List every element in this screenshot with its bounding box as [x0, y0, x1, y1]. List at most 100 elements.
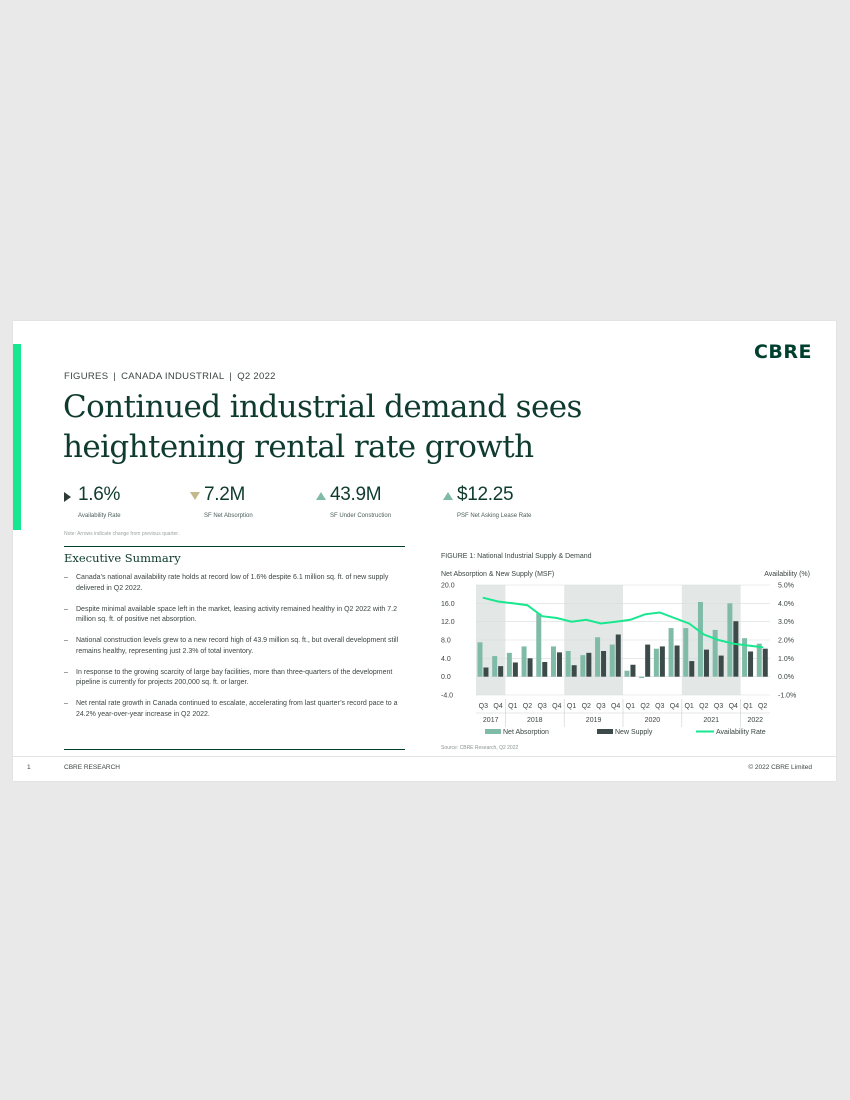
- right-tick-label: 3.0%: [778, 619, 794, 626]
- bar-new-supply: [689, 661, 695, 677]
- point-availability-rate: [717, 639, 720, 641]
- legend-label: Net Absorption: [503, 729, 549, 736]
- point-availability-rate: [526, 604, 529, 606]
- point-availability-rate: [482, 597, 485, 599]
- x-tick-label: Q1: [684, 703, 693, 710]
- x-tick-label: Q4: [493, 703, 502, 710]
- bar-net-absorption: [683, 628, 689, 677]
- divider: [64, 749, 405, 750]
- x-tick-label: Q2: [582, 703, 591, 710]
- bar-net-absorption: [506, 652, 512, 677]
- legend-swatch-new-supply: [597, 729, 613, 734]
- year-label: 2018: [527, 717, 543, 724]
- x-tick-label: Q2: [523, 703, 532, 710]
- x-tick-label: Q3: [479, 703, 488, 710]
- footer-copyright: © 2022 CBRE Limited: [748, 764, 812, 771]
- stat-label: Availability Rate: [78, 513, 121, 519]
- summary-list: – Canada’s national availability rate hol…: [64, 573, 405, 731]
- x-tick-label: Q2: [699, 703, 708, 710]
- point-availability-rate: [629, 619, 632, 621]
- bar-new-supply: [498, 666, 504, 677]
- right-tick-label: -1.0%: [778, 693, 796, 700]
- legend-swatch-net-absorption: [485, 729, 501, 734]
- bar-net-absorption: [521, 646, 527, 677]
- bar-net-absorption: [697, 601, 703, 677]
- list-item: – In response to the growing scarcity of …: [64, 668, 393, 687]
- bar-new-supply: [542, 662, 548, 677]
- left-tick-label: 0.0: [441, 674, 451, 681]
- x-tick-label: Q3: [596, 703, 605, 710]
- bar-net-absorption: [668, 628, 674, 677]
- bar-new-supply: [733, 621, 739, 677]
- x-tick-label: Q3: [714, 703, 723, 710]
- bar-new-supply: [674, 645, 680, 677]
- breadcrumb-item: CANADA INDUSTRIAL: [121, 371, 225, 382]
- legend-label: Availability Rate: [716, 729, 766, 736]
- list-item: – Despite minimal available space left in…: [64, 605, 397, 624]
- bar-new-supply: [527, 658, 533, 677]
- year-label: 2017: [483, 717, 499, 724]
- breadcrumb: FIGURES | CANADA INDUSTRIAL | Q2 2022: [64, 371, 276, 382]
- arrow-up-icon: [316, 492, 326, 500]
- divider: [64, 546, 405, 547]
- point-availability-rate: [688, 622, 690, 625]
- bar-new-supply: [630, 664, 636, 677]
- list-item: – Canada’s national availability rate hol…: [64, 574, 389, 592]
- x-tick-label: Q4: [552, 703, 561, 710]
- right-tick-label: 1.0%: [778, 656, 794, 663]
- left-tick-label: -4.0: [441, 693, 453, 700]
- breadcrumb-item: Q2 2022: [237, 371, 276, 382]
- bar-new-supply: [659, 646, 665, 677]
- bar-net-absorption: [653, 648, 659, 677]
- bar-net-absorption: [477, 642, 483, 677]
- point-availability-rate: [673, 617, 676, 619]
- bar-net-absorption: [727, 603, 733, 677]
- bar-new-supply: [556, 652, 562, 677]
- bar-new-supply: [571, 665, 577, 677]
- left-tick-label: 12.0: [441, 619, 455, 626]
- stat-label: PSF Net Asking Lease Rate: [457, 513, 532, 519]
- x-tick-label: Q2: [640, 703, 649, 710]
- arrow-up-icon: [443, 492, 453, 500]
- arrow-right-icon: [64, 492, 71, 502]
- stat-label: SF Under Construction: [330, 513, 392, 519]
- arrows-note: Note: Arrows indicate change from previo…: [64, 531, 180, 537]
- stat-label: SF Net Absorption: [204, 513, 253, 519]
- figure-title: FIGURE 1: National Industrial Supply & D…: [441, 553, 592, 560]
- bar-net-absorption: [565, 651, 571, 677]
- bar-new-supply: [762, 648, 768, 677]
- bar-new-supply: [615, 634, 621, 677]
- x-tick-label: Q1: [508, 703, 517, 710]
- bar-net-absorption: [742, 638, 748, 677]
- legend-label: New Supply: [615, 729, 653, 736]
- bar-net-absorption: [580, 655, 586, 677]
- right-tick-label: 2.0%: [778, 638, 794, 645]
- footer-publisher: CBRE RESEARCH: [64, 764, 120, 771]
- bar-net-absorption: [756, 643, 762, 677]
- x-tick-label: Q1: [626, 703, 635, 710]
- x-tick-label: Q1: [567, 703, 576, 710]
- bar-new-supply: [718, 655, 724, 677]
- stat-value: $12.25: [457, 484, 514, 505]
- bar-new-supply: [645, 644, 651, 677]
- bar-net-absorption: [492, 656, 498, 677]
- point-availability-rate: [761, 646, 764, 649]
- point-availability-rate: [614, 620, 617, 623]
- list-item-text: National construction levels grew to a n…: [76, 637, 399, 655]
- bar-new-supply: [512, 662, 518, 677]
- x-tick-label: Q3: [537, 703, 546, 710]
- left-axis-label: Net Absorption & New Supply (MSF): [441, 571, 554, 578]
- right-tick-label: 0.0%: [778, 674, 794, 681]
- point-availability-rate: [556, 617, 558, 619]
- list-item-text: Despite minimal available space left in …: [76, 605, 397, 624]
- x-tick-label: Q2: [758, 703, 767, 710]
- page-title: Continued industrial demand sees heighte…: [63, 389, 582, 465]
- year-label: 2020: [645, 717, 661, 724]
- x-tick-label: Q3: [655, 703, 664, 710]
- stat-value: 7.2M: [204, 484, 246, 505]
- right-tick-label: 4.0%: [778, 601, 794, 608]
- supply-demand-chart: Net Absorption & New Supply (MSF) Availab…: [441, 571, 810, 736]
- left-tick-label: 4.0: [441, 656, 451, 663]
- point-availability-rate: [511, 602, 514, 605]
- figure-source: Source: CBRE Research, Q2 2022: [441, 745, 519, 751]
